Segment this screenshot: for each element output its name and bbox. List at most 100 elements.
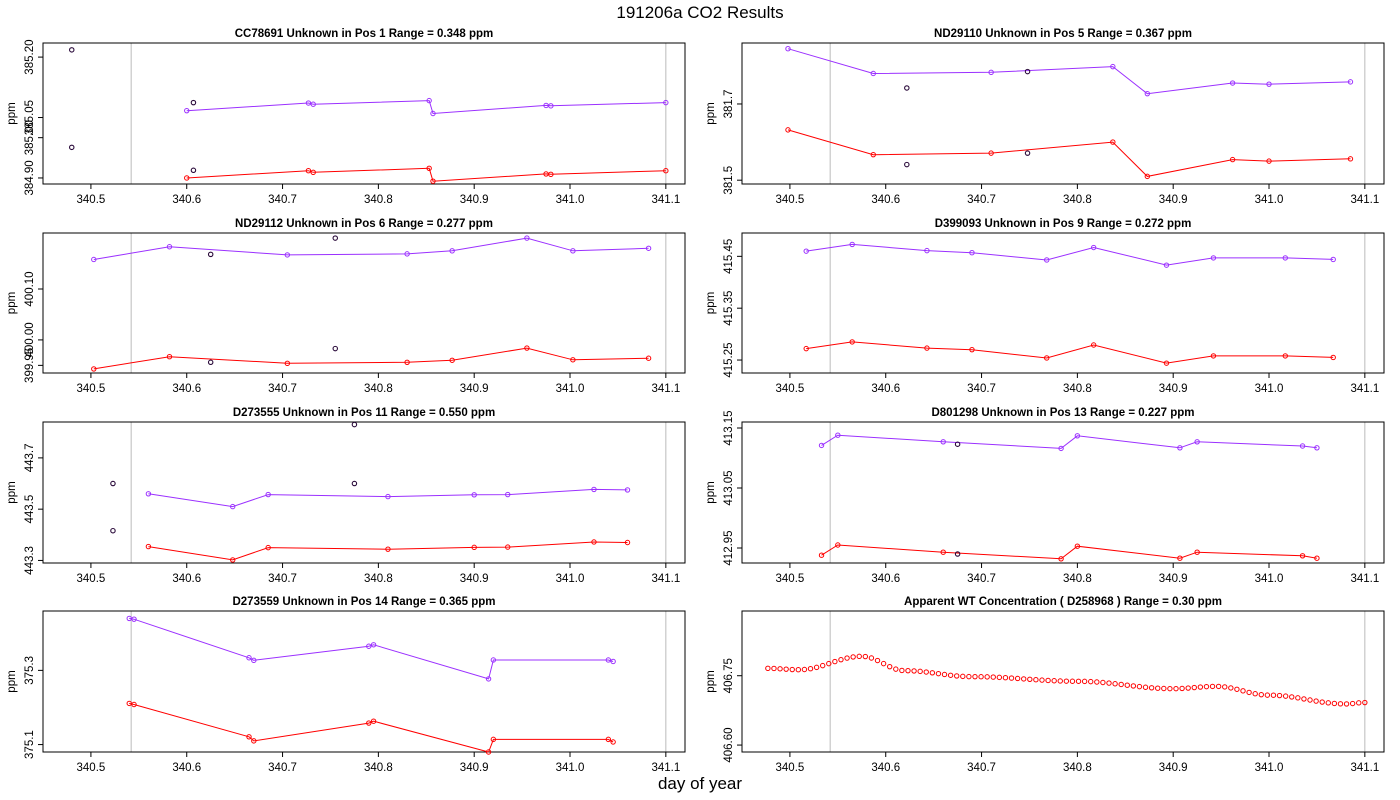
chart8-series-wt-point (850, 654, 856, 660)
chart8-x-tick-label-2: 340.6 (871, 762, 900, 774)
chart2-frame (741, 42, 1385, 185)
chart2-x-tick-label-6: 341.0 (1255, 194, 1284, 206)
chart7-series-lower-point (610, 739, 616, 745)
chart8-y-tick-label-2: 406.75 (723, 658, 735, 693)
chart7-y-tick-label-1: 375.1 (24, 730, 36, 759)
chart8-series-wt-point (972, 673, 978, 680)
chart3-y-tick-label-1: 399.95 (24, 348, 36, 383)
chart7-series-lower-point (251, 738, 257, 744)
chart6-frame (741, 421, 1385, 564)
chart5-y-tick-label-3: 443.7 (24, 444, 36, 473)
chart3-series-lower-point (404, 359, 410, 366)
chart7-series-upper-point (605, 657, 612, 663)
chart2-series-lower-point (1266, 158, 1272, 164)
chart3-series-upper-point (284, 252, 291, 258)
chart7-x-tick-label-5: 340.9 (460, 762, 489, 774)
chart8-series-wt-point (795, 667, 802, 673)
chart2-reference-point (904, 85, 910, 91)
chart8-series-wt-point (1179, 685, 1185, 692)
chart8-series-wt-point (1209, 683, 1216, 690)
chart2-series-lower-point (988, 150, 994, 156)
chart3-x-tick-label-7: 341.1 (651, 383, 680, 395)
chart1-series-lower-point (305, 168, 312, 174)
chart6-series-upper-line (821, 434, 1317, 449)
chart1-panel: CC78691 Unknown in Pos 1 Range = 0.348 p… (6, 28, 686, 206)
chart8-series-wt-point (1356, 700, 1362, 706)
chart2-series-lower-point (1229, 156, 1236, 163)
chart6-x-tick-label-6: 341.0 (1255, 573, 1284, 585)
chart8-y-axis-label: ppm (705, 670, 717, 692)
chart8-series-wt-point (1027, 676, 1033, 683)
page-title: 191206a CO2 Results (616, 3, 784, 22)
chart6-x-tick-label-4: 340.8 (1063, 573, 1092, 585)
chart8-x-tick-label-6: 341.0 (1255, 762, 1284, 774)
chart4-series-lower-point (924, 345, 930, 351)
chart8-series-wt-point (813, 664, 820, 671)
chart6-y-tick-label-3: 413.15 (723, 410, 735, 445)
chart1-series-upper-line (186, 100, 666, 115)
chart8-series-wt-point (996, 674, 1003, 681)
chart4-series-upper-point (1210, 255, 1217, 261)
chart8-series-wt-point (1039, 677, 1045, 683)
chart4-series-upper-point (1282, 255, 1289, 261)
chart5-y-tick-label-2: 443.5 (24, 495, 36, 524)
chart4-series-lower-point (1090, 342, 1097, 348)
chart8-series-wt-point (1155, 685, 1161, 691)
chart7-series-upper-point (490, 657, 497, 663)
chart8-series-wt-point (765, 665, 771, 672)
chart2-series-lower-point (1144, 173, 1151, 180)
chart1-series-upper-point (663, 99, 669, 106)
chart5-frame (42, 421, 686, 564)
chart5-series-upper-line (148, 488, 628, 508)
chart3-y-axis-label: ppm (6, 292, 18, 314)
chart5-series-upper-point (624, 487, 631, 493)
chart8-series-wt-point (1136, 683, 1143, 690)
chart1-y-tick-label-4: 385.20 (24, 40, 36, 75)
chart6-series-lower-point (1194, 549, 1200, 555)
chart8-series-wt-point (899, 667, 905, 674)
chart8-y-tick-label-1: 406.60 (723, 727, 735, 762)
chart8-series-wt-point (887, 663, 893, 670)
chart1-x-tick-label-3: 340.7 (268, 194, 297, 206)
chart2-x-tick-label-3: 340.7 (967, 194, 996, 206)
chart7-series-upper-point (246, 655, 252, 661)
chart5-series-lower-point (145, 543, 152, 550)
chart5-series-upper-point (230, 503, 236, 510)
chart2-series-upper-line (787, 48, 1351, 95)
chart4-series-upper-point (849, 241, 855, 248)
chart1-series-lower-point (426, 165, 432, 171)
chart1-series-upper-point (426, 97, 432, 104)
chart8-series-wt-point (1033, 677, 1039, 683)
chart1-series-upper-point (430, 110, 436, 117)
chart7-series-lower-point (490, 736, 497, 743)
chart6-series-lower-point (1299, 553, 1306, 559)
chart8-series-wt-point (1258, 691, 1264, 698)
chart8-series-wt-point (1313, 698, 1319, 704)
chart2-series-upper-point (1110, 63, 1116, 70)
chart3-x-tick-label-4: 340.8 (364, 383, 393, 395)
chart8-frame (741, 610, 1385, 753)
chart5-panel: D273555 Unknown in Pos 11 Range = 0.550 … (6, 407, 686, 585)
chart4-series-lower-point (1282, 353, 1289, 359)
chart8-series-wt-point (1319, 699, 1325, 705)
chart4-series-upper-point (1044, 257, 1050, 263)
chart8-series-wt-point (1088, 678, 1094, 685)
chart8-series-wt-point (1222, 684, 1228, 690)
chart8-series-wt-point (1173, 685, 1179, 692)
chart6-y-tick-label-2: 413.05 (723, 470, 735, 505)
chart3-x-tick-label-6: 341.0 (556, 383, 585, 395)
chart1-y-tick-label-1: 384.90 (24, 160, 36, 195)
chart6-series-upper-point (1177, 445, 1183, 451)
chart7-x-tick-label-3: 340.7 (268, 762, 297, 774)
chart4-x-tick-label-4: 340.8 (1063, 383, 1092, 395)
chart2-series-lower-point (1347, 156, 1354, 162)
chart6-series-upper-point (1194, 439, 1200, 445)
chart2-series-upper-point (870, 70, 876, 77)
chart5-series-lower-point (624, 539, 631, 546)
chart8-series-wt-point (1240, 688, 1246, 694)
chart1-series-lower-point (663, 168, 669, 174)
chart8-series-wt-point (1343, 701, 1350, 707)
chart1-y-tick-label-3: 385.05 (24, 100, 36, 135)
chart7-series-upper-point (610, 658, 616, 665)
chart8-panel: Apparent WT Concentration ( D258968 ) Ra… (705, 596, 1385, 774)
